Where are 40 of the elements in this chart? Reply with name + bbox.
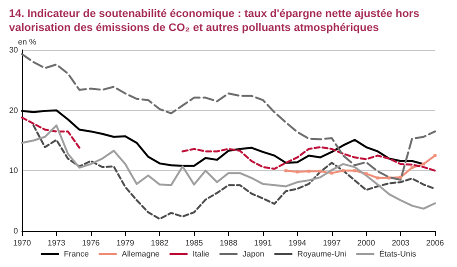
x-tick-label: 1997 bbox=[322, 238, 342, 248]
legend-label: Japon bbox=[242, 250, 264, 258]
x-tick-label: 1988 bbox=[220, 238, 238, 248]
legend-label: Royaume-Uni bbox=[297, 250, 346, 258]
point bbox=[410, 166, 414, 170]
y-tick-label: 0 bbox=[14, 226, 19, 236]
x-tick-label: 1976 bbox=[82, 238, 100, 248]
chart-title: 14. Indicateur de soutenabilité économique : taux d'épargne nette ajustée hors valorisation des émissions de CO₂ et autres polluants atmosphériques bbox=[9, 8, 422, 34]
x-tick-label: 1979 bbox=[116, 238, 135, 248]
legend-label: États-Unis bbox=[379, 250, 416, 258]
x-tick-label: 2000 bbox=[357, 238, 376, 248]
legend-label: Italie bbox=[192, 250, 210, 258]
point bbox=[318, 170, 322, 173]
point bbox=[399, 176, 402, 179]
y-tick-label: 30 bbox=[9, 46, 19, 54]
point bbox=[364, 172, 368, 176]
y-tick-label: 10 bbox=[9, 166, 19, 176]
x-tick-label: 1973 bbox=[48, 238, 66, 248]
point bbox=[376, 176, 380, 180]
point bbox=[353, 169, 356, 172]
point bbox=[296, 170, 299, 174]
x-tick-label: 2003 bbox=[392, 238, 410, 248]
legend-label: Allemagne bbox=[122, 250, 160, 258]
point bbox=[284, 169, 288, 172]
y-axis-title: en % bbox=[18, 38, 36, 46]
line-series bbox=[21, 53, 436, 181]
point bbox=[422, 162, 426, 166]
x-tick-label: 1970 bbox=[13, 238, 32, 248]
point bbox=[330, 172, 334, 175]
x-tick-label: 1994 bbox=[288, 238, 307, 248]
point bbox=[307, 170, 310, 173]
y-tick-label: 20 bbox=[9, 106, 19, 115]
x-tick-label: 2006 bbox=[426, 238, 444, 248]
legend-label: France bbox=[64, 250, 90, 258]
x-tick-label: 1985 bbox=[185, 238, 204, 248]
point bbox=[388, 176, 391, 180]
x-tick-label: 1982 bbox=[150, 238, 170, 248]
x-tick-label: 1991 bbox=[254, 238, 272, 248]
point bbox=[342, 169, 345, 172]
point bbox=[434, 154, 436, 158]
